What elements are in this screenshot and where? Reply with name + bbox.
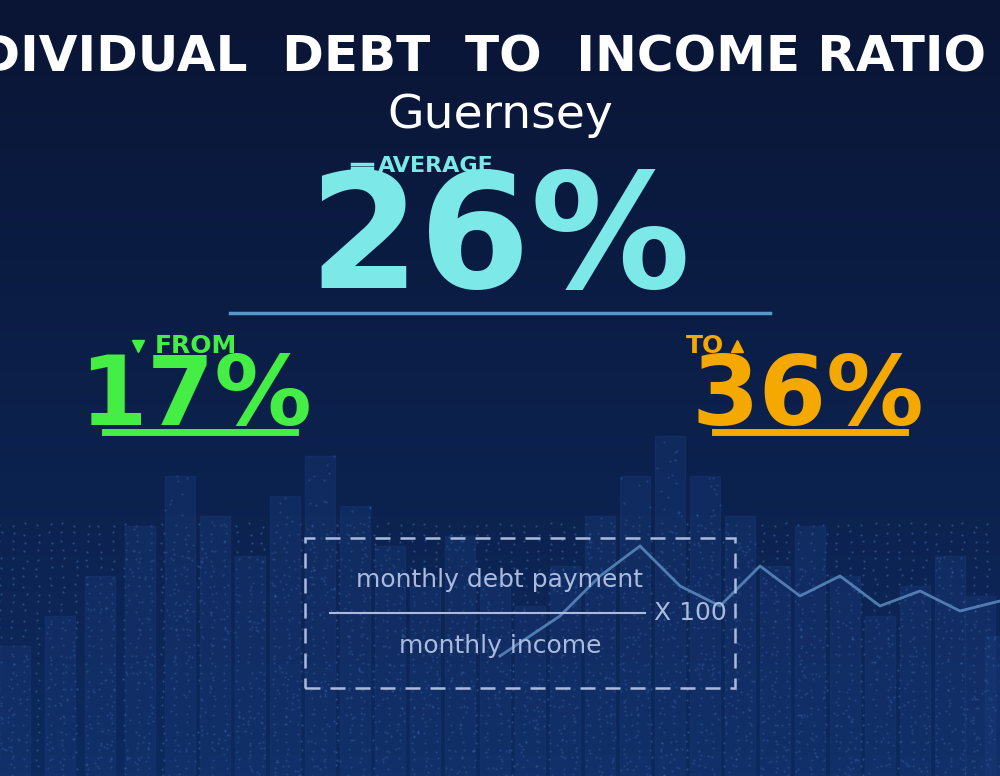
Bar xyxy=(200,516,230,776)
Text: X 100: X 100 xyxy=(654,601,726,625)
Bar xyxy=(760,566,790,776)
Bar xyxy=(865,616,895,776)
Text: INDIVIDUAL  DEBT  TO  INCOME RATIO  IN: INDIVIDUAL DEBT TO INCOME RATIO IN xyxy=(0,34,1000,82)
Bar xyxy=(935,556,965,776)
Bar xyxy=(85,576,115,776)
Text: TO: TO xyxy=(686,334,724,358)
Text: monthly income: monthly income xyxy=(399,634,601,658)
Bar xyxy=(235,556,265,776)
Bar xyxy=(45,616,75,776)
Bar xyxy=(0,646,30,776)
Bar xyxy=(690,476,720,776)
Bar xyxy=(515,606,545,776)
Bar xyxy=(725,516,755,776)
Bar xyxy=(585,516,615,776)
Bar xyxy=(965,596,995,776)
Text: AVERAGE: AVERAGE xyxy=(378,156,494,176)
Bar xyxy=(830,576,860,776)
Bar xyxy=(125,526,155,776)
Bar xyxy=(620,476,650,776)
Bar xyxy=(655,436,685,776)
Bar xyxy=(985,636,1000,776)
Bar xyxy=(410,586,440,776)
Bar xyxy=(445,536,475,776)
Text: monthly debt payment: monthly debt payment xyxy=(356,568,644,592)
Bar xyxy=(340,506,370,776)
Bar xyxy=(550,566,580,776)
Bar xyxy=(375,546,405,776)
Text: 17%: 17% xyxy=(79,352,311,445)
Text: 26%: 26% xyxy=(309,165,691,320)
Bar xyxy=(305,456,335,776)
Bar xyxy=(165,476,195,776)
Text: 36%: 36% xyxy=(692,352,924,445)
Bar xyxy=(480,576,510,776)
Bar xyxy=(270,496,300,776)
Text: FROM: FROM xyxy=(155,334,237,358)
Text: Guernsey: Guernsey xyxy=(387,93,613,138)
Bar xyxy=(795,526,825,776)
Bar xyxy=(900,586,930,776)
